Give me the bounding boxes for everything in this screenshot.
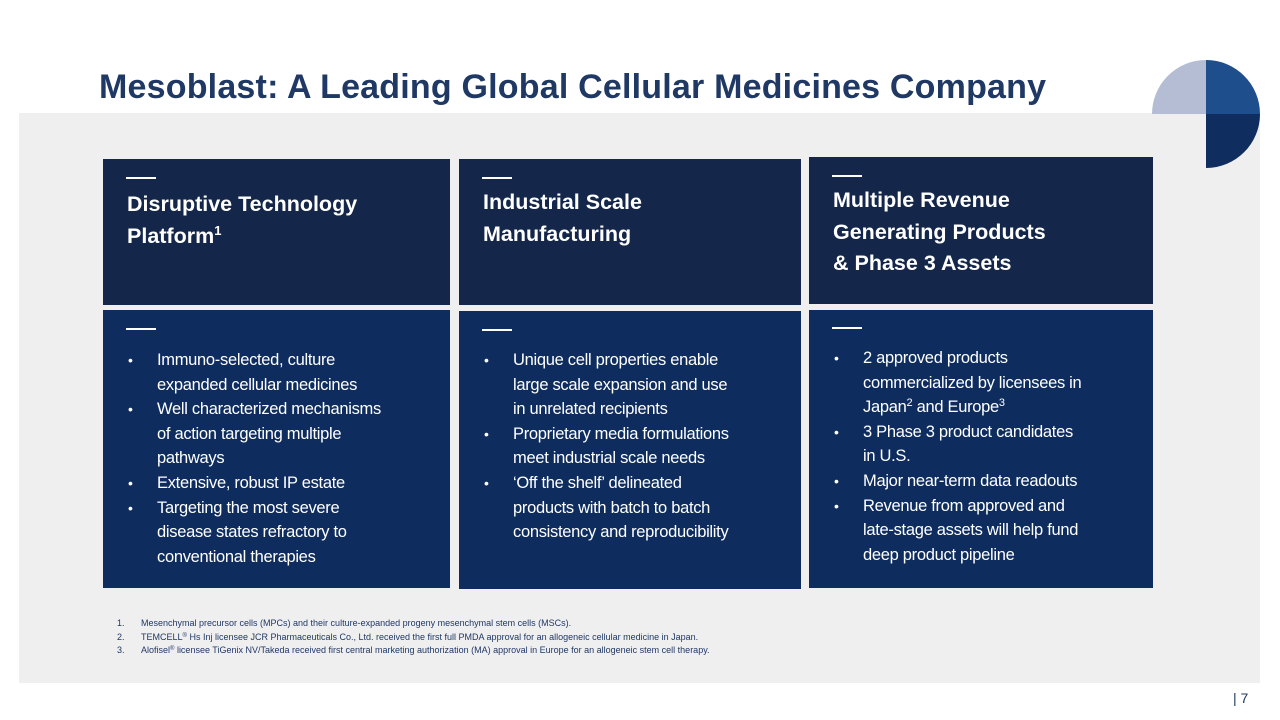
page-number: | 7 [1233, 690, 1249, 706]
footnote: 1. Mesenchymal precursor cells (MPCs) and… [117, 618, 572, 628]
card-heading: Multiple Revenue Generating Products & P… [833, 188, 1046, 275]
footnote: 2. TEMCELL® Hs Inj licensee JCR Pharmaceu… [117, 631, 699, 642]
list-item: • ‘Off the shelf’ delineated products with… [484, 473, 729, 542]
header-card-revenue: Multiple Revenue Generating Products & P… [809, 157, 1153, 304]
list-item: • Well characterized mechanisms of action … [128, 400, 381, 468]
list-item: • 2 approved products commercialized by li… [834, 349, 1082, 417]
body-card-revenue: • 2 approved products commercialized by li… [809, 310, 1153, 588]
list-item: • Major near-term data readouts [834, 471, 1078, 490]
header-card-technology: Disruptive Technology Platform1 [103, 159, 450, 305]
mesoblast-logo-shapes [1152, 60, 1260, 168]
card-heading: Disruptive Technology Platform1 [127, 192, 358, 248]
header-card-manufacturing: Industrial Scale Manufacturing [459, 159, 801, 305]
card-heading: Industrial Scale Manufacturing [483, 190, 642, 246]
list-item: • Revenue from approved and late-stage ass… [834, 496, 1079, 564]
logo-light-quarter [1152, 60, 1206, 114]
divider-rule [832, 175, 862, 177]
body-card-technology: • Immuno-selected, culture expanded cellul… [103, 310, 450, 588]
bullet-list: • 2 approved products commercialized by li… [833, 346, 1082, 567]
list-item: • Proprietary media formulations meet indu… [484, 424, 729, 468]
slide-title: Mesoblast: A Leading Global Cellular Med… [99, 68, 1047, 106]
bullet-list: • Unique cell properties enable large scal… [483, 348, 729, 545]
list-item: • 3 Phase 3 product candidates in U.S. [834, 422, 1073, 466]
footnote: 3. Alofisel® licensee TiGenix NV/Takeda r… [117, 645, 710, 655]
body-card-manufacturing: • Unique cell properties enable large scal… [459, 311, 801, 589]
list-item: • Immuno-selected, culture expanded cellul… [128, 351, 358, 394]
bullet-list: • Immuno-selected, culture expanded cellul… [127, 348, 381, 569]
divider-rule [482, 329, 512, 331]
divider-rule [126, 177, 156, 179]
footnotes: 1. Mesenchymal precursor cells (MPCs) and… [117, 617, 710, 658]
divider-rule [482, 177, 512, 179]
list-item: • Targeting the most severe disease states… [128, 498, 347, 566]
list-item: • Extensive, robust IP estate [128, 473, 345, 492]
logo-mid-quarter [1206, 60, 1260, 114]
divider-rule [832, 327, 862, 329]
logo-dark-quarter [1206, 114, 1260, 168]
list-item: • Unique cell properties enable large scal… [484, 351, 728, 419]
divider-rule [126, 328, 156, 330]
